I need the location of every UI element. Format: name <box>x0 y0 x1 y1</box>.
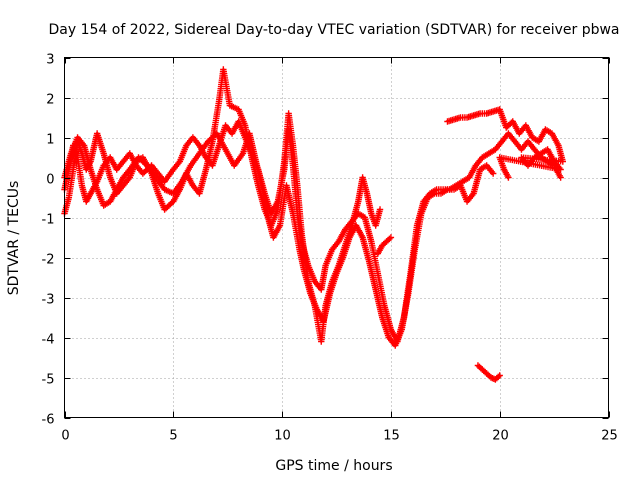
x-tick-label: 5 <box>169 429 177 444</box>
y-axis-label: SDTVAR / TECUs <box>6 181 22 296</box>
y-tick-label: -6 <box>42 413 55 428</box>
series-trace-f <box>474 362 503 383</box>
x-tick-label: 15 <box>383 429 400 444</box>
y-tick-label: -2 <box>42 253 55 268</box>
data-point <box>496 372 503 379</box>
data-point <box>489 170 497 177</box>
data-point <box>387 234 395 241</box>
grid-lines <box>64 57 609 418</box>
x-tick-label: 10 <box>274 429 291 444</box>
x-axis-label: GPS time / hours <box>275 458 392 474</box>
data-point <box>376 206 384 213</box>
series-trace-d <box>374 234 395 257</box>
plot-frame <box>64 57 609 418</box>
x-tick-label: 25 <box>601 429 618 444</box>
y-tick-label: -1 <box>42 213 55 228</box>
x-tick-label: 0 <box>61 429 69 444</box>
y-tick-label: 1 <box>46 133 54 148</box>
data-points <box>61 66 567 383</box>
y-tick-label: -3 <box>42 293 55 308</box>
y-tick-label: 0 <box>46 173 54 188</box>
data-point <box>557 174 564 181</box>
series-trace-e <box>444 106 567 181</box>
series-trace-c <box>61 130 497 349</box>
data-point <box>505 174 512 181</box>
chart-title: Day 154 of 2022, Sidereal Day-to-day VTE… <box>48 22 619 38</box>
y-tick-label: 2 <box>46 93 54 108</box>
y-tick-label: -5 <box>42 373 55 388</box>
x-tick-label: 20 <box>492 429 509 444</box>
y-tick-label: -4 <box>42 333 55 348</box>
y-tick-label: 3 <box>46 53 54 68</box>
